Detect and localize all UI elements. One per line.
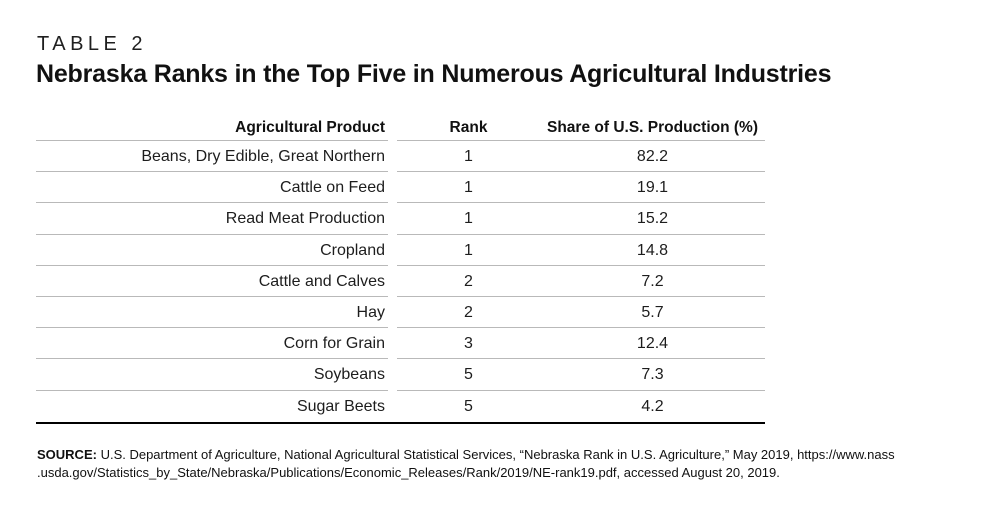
row-segment-right: 3 12.4: [397, 328, 765, 360]
column-divider-gap: [388, 297, 397, 328]
row-segment-left: Hay: [36, 297, 388, 329]
column-header-rank: Rank: [449, 119, 488, 136]
product-cell: Cattle and Calves: [258, 272, 385, 290]
share-cell: 7.2: [641, 272, 664, 290]
row-segment-right: 1 19.1: [397, 172, 765, 204]
column-header-product: Agricultural Product: [235, 119, 385, 136]
row-segment-left: Soybeans: [36, 359, 388, 391]
table-row: Beans, Dry Edible, Great Northern 1 82.2: [36, 141, 765, 173]
row-segment-right: 1 82.2: [397, 141, 765, 173]
table-row: Cropland 1 14.8: [36, 235, 765, 266]
product-cell: Beans, Dry Edible, Great Northern: [141, 148, 385, 165]
product-cell: Sugar Beets: [296, 397, 385, 415]
column-divider-gap: [388, 115, 397, 141]
row-segment-left: Cattle on Feed: [36, 172, 388, 204]
row-segment-right: 1 15.2: [397, 203, 765, 235]
row-segment-left: Beans, Dry Edible, Great Northern: [36, 141, 388, 173]
row-segment-left: Cattle and Calves: [36, 266, 388, 297]
row-segment-right: 5 4.2: [397, 391, 765, 422]
column-divider-gap: [388, 391, 397, 422]
rank-cell: 2: [464, 303, 473, 321]
table-body: Beans, Dry Edible, Great Northern 1 82.2…: [36, 141, 765, 422]
column-divider-gap: [388, 235, 397, 266]
table-row: Hay 2 5.7: [36, 297, 765, 329]
source-label: SOURCE:: [37, 447, 97, 462]
table-row: Corn for Grain 3 12.4: [36, 328, 765, 360]
share-cell: 14.8: [636, 241, 669, 259]
rank-cell: 5: [464, 397, 473, 415]
rank-cell: 3: [464, 335, 473, 353]
data-table: Agricultural Product Rank Share of U.S. …: [36, 115, 765, 424]
rank-cell: 1: [464, 210, 473, 228]
source-line-2: .usda.gov/Statistics_by_State/Nebraska/P…: [37, 464, 987, 482]
share-cell: 82.2: [636, 148, 669, 165]
rank-cell: 1: [464, 179, 473, 197]
row-segment-left: Read Meat Production: [36, 203, 388, 235]
table-title: Nebraska Ranks in the Top Five in Numero…: [36, 60, 832, 88]
column-header-share: Share of U.S. Production (%): [547, 119, 758, 136]
rank-cell: 5: [464, 366, 473, 384]
column-divider-gap: [388, 266, 397, 297]
column-divider-gap: [388, 141, 397, 172]
source-text-2: .usda.gov/Statistics_by_State/Nebraska/P…: [37, 464, 780, 480]
column-divider-gap: [388, 172, 397, 203]
share-cell: 5.7: [641, 303, 664, 321]
row-segment-left: Cropland: [36, 235, 388, 266]
product-cell: Read Meat Production: [225, 210, 385, 228]
column-divider-gap: [388, 328, 397, 359]
row-segment-right: 5 7.3: [397, 359, 765, 391]
source-text-1: U.S. Department of Agriculture, National…: [96, 447, 895, 462]
source-line-1: SOURCE: U.S. Department of Agriculture, …: [37, 446, 987, 464]
rank-cell: 1: [464, 241, 473, 259]
source-note: SOURCE: U.S. Department of Agriculture, …: [37, 446, 987, 481]
row-segment-left: Corn for Grain: [36, 328, 388, 360]
row-segment-right: 2 5.7: [397, 297, 765, 329]
row-segment-right: 1 14.8: [397, 235, 765, 266]
product-cell: Cropland: [320, 241, 385, 259]
product-cell: Soybeans: [313, 366, 385, 384]
table-row: Cattle and Calves 2 7.2: [36, 266, 765, 297]
table-number-label: TABLE 2: [37, 33, 148, 55]
table-row: Cattle on Feed 1 19.1: [36, 172, 765, 204]
table-row: Sugar Beets 5 4.2: [36, 391, 765, 422]
row-segment-right: 2 7.2: [397, 266, 765, 297]
table-header-row: Agricultural Product Rank Share of U.S. …: [36, 115, 765, 141]
column-divider-gap: [388, 203, 397, 234]
product-cell: Hay: [356, 303, 385, 321]
share-cell: 4.2: [641, 397, 664, 415]
share-cell: 19.1: [636, 179, 669, 197]
share-cell: 7.3: [641, 366, 664, 384]
header-segment-left: Agricultural Product: [36, 115, 388, 141]
column-divider-gap: [388, 359, 397, 390]
share-cell: 12.4: [636, 335, 669, 353]
rank-cell: 2: [464, 272, 473, 290]
table-row: Soybeans 5 7.3: [36, 359, 765, 391]
product-cell: Cattle on Feed: [280, 179, 385, 197]
product-cell: Corn for Grain: [283, 335, 385, 353]
row-segment-left: Sugar Beets: [36, 391, 388, 422]
header-segment-right: Rank Share of U.S. Production (%): [397, 115, 765, 141]
table-row: Read Meat Production 1 15.2: [36, 203, 765, 235]
rank-cell: 1: [464, 148, 473, 165]
share-cell: 15.2: [636, 210, 669, 228]
